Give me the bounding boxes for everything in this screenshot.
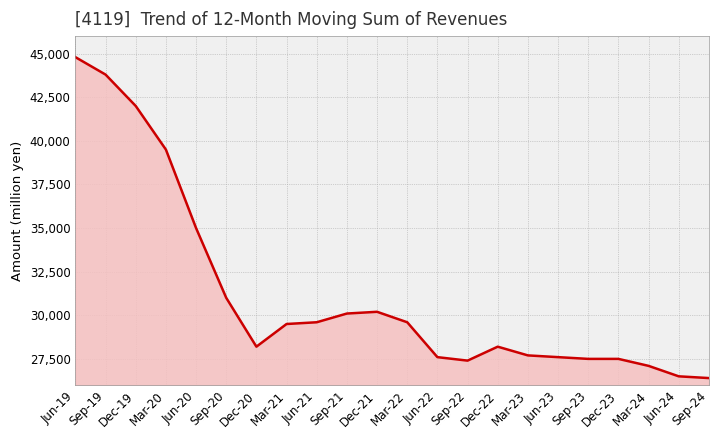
Text: [4119]  Trend of 12-Month Moving Sum of Revenues: [4119] Trend of 12-Month Moving Sum of R… [76, 11, 508, 29]
Y-axis label: Amount (million yen): Amount (million yen) [11, 140, 24, 281]
